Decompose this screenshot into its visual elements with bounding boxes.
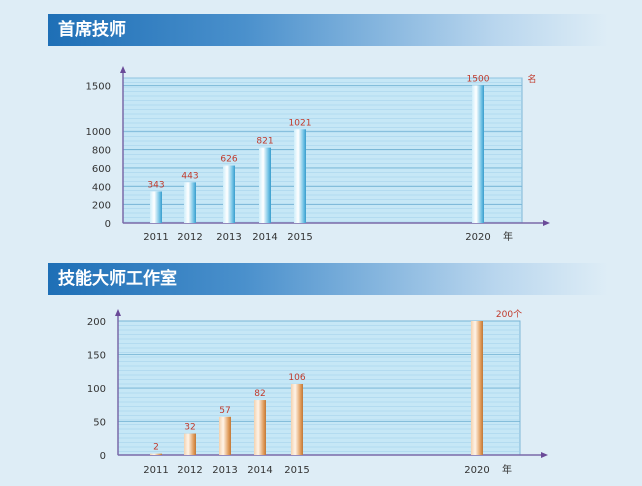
x-tick-label: 2012 — [177, 465, 202, 476]
data-label: 1500 — [467, 74, 490, 84]
bar — [184, 182, 196, 223]
bar — [254, 400, 266, 455]
y-tick-label: 600 — [92, 164, 111, 175]
x-tick-label: 2011 — [143, 232, 168, 243]
data-label: 2 — [153, 443, 159, 453]
x-tick-label: 2015 — [284, 465, 309, 476]
data-label: 821 — [256, 137, 273, 147]
x-unit-label: 年 — [503, 230, 513, 243]
data-label: 443 — [181, 171, 198, 181]
data-label: 626 — [220, 155, 237, 165]
x-tick-label: 2014 — [247, 465, 272, 476]
y-tick-label: 200 — [87, 317, 106, 328]
x-tick-label: 2020 — [464, 465, 489, 476]
x-axis-arrow-icon — [541, 452, 548, 458]
y-tick-label: 150 — [87, 351, 106, 362]
y-tick-label: 400 — [92, 182, 111, 193]
y-axis-arrow-icon — [115, 309, 121, 316]
data-label: 32 — [184, 423, 195, 433]
y-axis-arrow-icon — [120, 66, 126, 73]
y-tick-label: 800 — [92, 146, 111, 157]
y-tick-label: 1500 — [86, 81, 111, 92]
chart-title-2: 技能大师工作室 — [48, 263, 608, 295]
x-tick-label: 2013 — [212, 465, 237, 476]
x-axis-arrow-icon — [543, 220, 550, 226]
y-tick-label: 0 — [105, 219, 111, 230]
bar — [150, 453, 162, 455]
chart-title-1: 首席技师 — [48, 14, 608, 46]
x-unit-label: 年 — [502, 463, 512, 476]
plot-area — [122, 77, 523, 224]
bar — [294, 129, 306, 223]
y-tick-label: 0 — [100, 451, 106, 462]
y-tick-label: 1000 — [86, 127, 111, 138]
bar — [219, 416, 231, 455]
x-tick-label: 2011 — [143, 465, 168, 476]
y-tick-label: 200 — [92, 201, 111, 212]
x-tick-label: 2020 — [465, 232, 490, 243]
bar — [223, 165, 235, 223]
y-unit-label: 名 — [527, 73, 536, 85]
bar — [150, 191, 162, 223]
data-label: 343 — [147, 181, 164, 191]
bar — [259, 147, 271, 223]
x-tick-label: 2012 — [177, 232, 202, 243]
data-label: 106 — [288, 373, 305, 383]
x-tick-label: 2014 — [252, 232, 277, 243]
y-tick-label: 50 — [93, 418, 106, 429]
data-label: 57 — [219, 406, 230, 416]
data-label: 1021 — [289, 118, 312, 128]
data-label: 82 — [254, 389, 265, 399]
y-tick-label: 100 — [87, 384, 106, 395]
bar — [291, 383, 303, 455]
x-tick-label: 2015 — [287, 232, 312, 243]
data-label: 200个 — [496, 309, 522, 320]
bar — [472, 85, 484, 224]
bar — [184, 433, 196, 455]
x-tick-label: 2013 — [216, 232, 241, 243]
bar — [471, 321, 483, 455]
